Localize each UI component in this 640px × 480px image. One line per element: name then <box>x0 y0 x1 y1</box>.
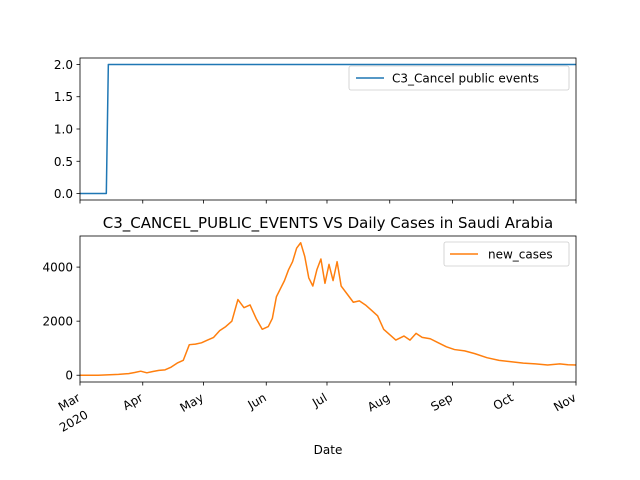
bottom-legend: new_cases <box>443 241 570 267</box>
chart-title: C3_CANCEL_PUBLIC_EVENTS VS Daily Cases i… <box>103 214 553 233</box>
bottom-y-ticks: 0 2000 4000 <box>42 261 80 383</box>
top-legend-box <box>348 65 570 91</box>
series-line-new-cases <box>80 242 577 376</box>
bottom-y-tick-label: 4000 <box>42 261 73 275</box>
bottom-x-tick-label: Jul <box>309 390 329 410</box>
top-x-ticks <box>79 200 577 204</box>
top-legend: C3_Cancel public events <box>348 65 570 91</box>
top-legend-label: C3_Cancel public events <box>392 72 539 86</box>
top-y-tick-label: 2.0 <box>54 58 73 72</box>
top-y-tick-label: 1.0 <box>54 123 73 137</box>
bottom-y-tick-label: 0 <box>65 369 73 383</box>
series-line-c3 <box>80 63 576 195</box>
bottom-legend-box <box>443 241 570 267</box>
top-axes-frame <box>79 57 577 201</box>
top-y-tick-label: 1.5 <box>54 90 73 104</box>
top-y-ticks: 0.0 0.5 1.0 1.5 2.0 <box>54 58 80 201</box>
top-y-tick-label: 0.0 <box>54 187 73 201</box>
bottom-axes-frame <box>79 235 577 383</box>
top-subplot: 0.0 0.5 1.0 1.5 2.0 C3_Cancel public events <box>54 57 577 204</box>
top-y-tick-label: 0.5 <box>54 155 73 169</box>
bottom-legend-label: new_cases <box>488 248 553 262</box>
x-axis-label: Date <box>314 443 343 457</box>
bottom-y-tick-label: 2000 <box>42 315 73 329</box>
